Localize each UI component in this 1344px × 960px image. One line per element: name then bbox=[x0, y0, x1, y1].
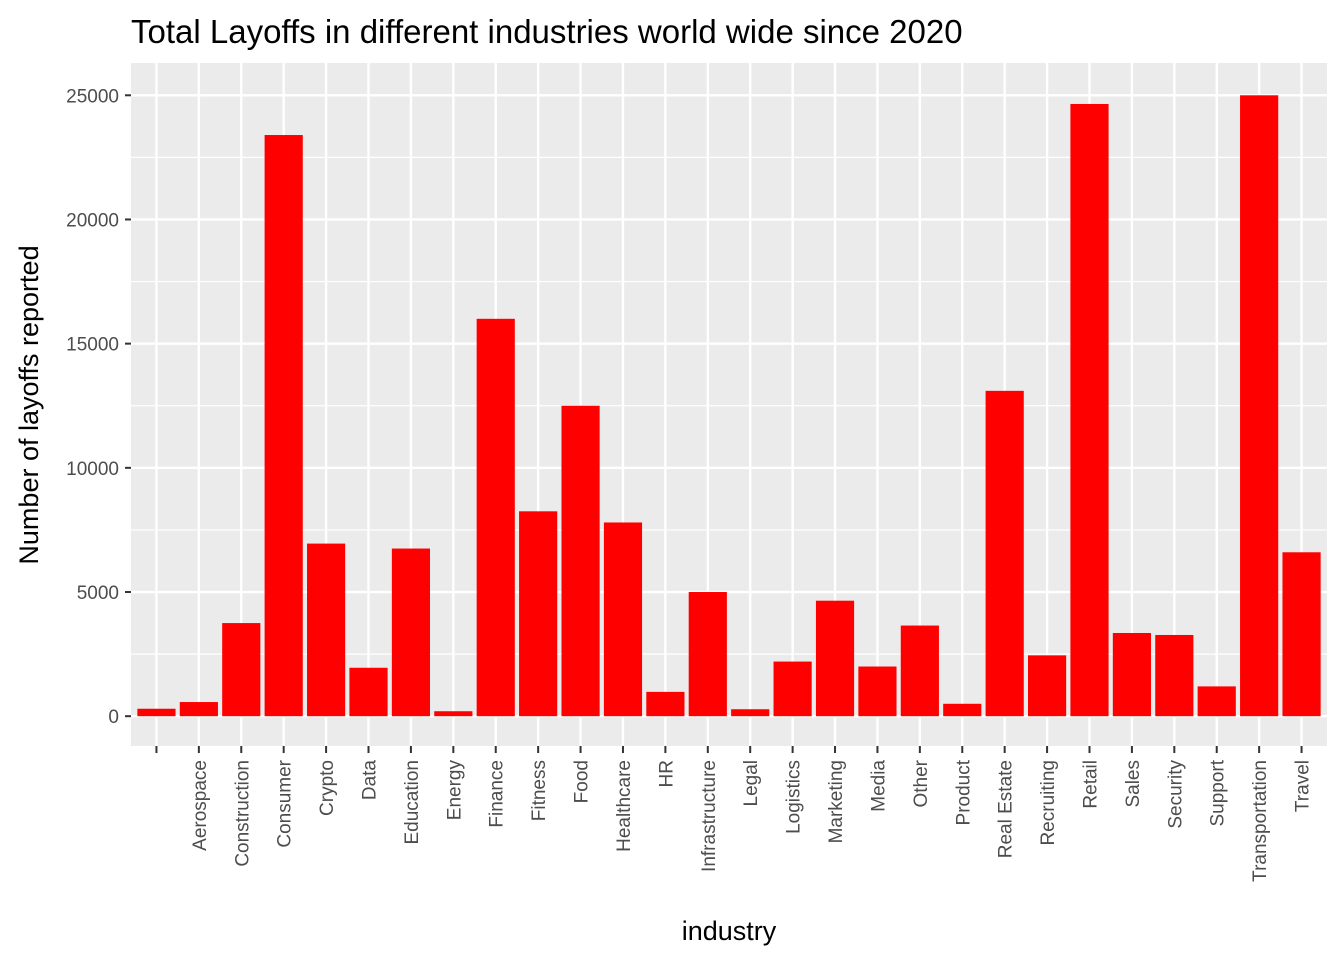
x-tick-label: Marketing bbox=[826, 760, 847, 843]
x-tick-label: Education bbox=[402, 760, 423, 845]
y-tick-label: 5000 bbox=[77, 583, 119, 604]
bar bbox=[943, 703, 982, 717]
x-tick-label: HR bbox=[656, 760, 677, 787]
x-tick-label: Aerospace bbox=[190, 760, 211, 851]
x-tick-label: Healthcare bbox=[614, 760, 635, 852]
y-tick-label: 15000 bbox=[66, 335, 119, 356]
bar bbox=[1240, 95, 1279, 717]
x-tick-label: Construction bbox=[232, 760, 253, 867]
bar bbox=[264, 135, 303, 717]
x-tick-label: Transportation bbox=[1250, 760, 1271, 882]
bar bbox=[307, 543, 346, 717]
bar bbox=[561, 405, 600, 717]
bar bbox=[476, 318, 515, 717]
y-tick-label: 20000 bbox=[66, 210, 119, 231]
x-tick-label: Consumer bbox=[275, 759, 296, 847]
x-tick-label: Security bbox=[1165, 760, 1186, 829]
bar bbox=[1197, 686, 1236, 717]
x-tick-label: Media bbox=[868, 760, 889, 812]
chart-title: Total Layoffs in different industries wo… bbox=[131, 13, 963, 50]
bar bbox=[815, 600, 855, 717]
x-axis: Aerospace Construction Consumer Crypto Data E… bbox=[155, 746, 1314, 882]
bar bbox=[349, 667, 388, 717]
y-axis-title: Number of layoffs reported bbox=[14, 245, 44, 564]
x-tick-label: Sales bbox=[1123, 760, 1144, 808]
x-tick-label: Finance bbox=[487, 760, 508, 828]
bar bbox=[773, 661, 812, 717]
bar bbox=[434, 711, 473, 717]
x-tick-label: Recruiting bbox=[1038, 760, 1059, 846]
x-tick-label: Crypto bbox=[317, 760, 338, 816]
x-tick-label: Infrastructure bbox=[699, 760, 720, 872]
y-tick-label: 25000 bbox=[66, 86, 119, 107]
bar bbox=[179, 702, 218, 717]
bar bbox=[900, 625, 939, 717]
x-tick-label: Support bbox=[1208, 759, 1229, 826]
x-tick-label: Energy bbox=[444, 760, 465, 821]
bar bbox=[1155, 634, 1194, 717]
bar bbox=[603, 522, 643, 717]
x-tick-label: Other bbox=[911, 759, 932, 807]
x-tick-label: Travel bbox=[1293, 760, 1314, 812]
bar bbox=[519, 511, 558, 717]
bars bbox=[137, 95, 1321, 717]
x-tick-label: Real Estate bbox=[996, 760, 1017, 858]
x-tick-label: Product bbox=[953, 759, 974, 825]
bar bbox=[985, 390, 1024, 717]
x-tick-label: Logistics bbox=[784, 760, 805, 834]
bar bbox=[1282, 552, 1321, 717]
x-axis-title: industry bbox=[682, 916, 777, 946]
x-tick-label: Food bbox=[572, 760, 593, 803]
bar bbox=[222, 623, 261, 717]
bar bbox=[688, 592, 727, 717]
y-tick-label: 0 bbox=[108, 707, 119, 728]
bar bbox=[391, 548, 430, 717]
bar bbox=[1112, 632, 1151, 717]
x-tick-label: Data bbox=[360, 760, 381, 801]
bar bbox=[1070, 103, 1109, 717]
x-tick-label: Retail bbox=[1080, 760, 1101, 809]
bar bbox=[858, 666, 897, 717]
y-axis: 0 5000 10000 15000 20000 25000 bbox=[66, 86, 131, 728]
x-tick-label: Fitness bbox=[529, 760, 550, 821]
bar bbox=[646, 691, 685, 717]
bar bbox=[137, 708, 176, 717]
y-tick-label: 10000 bbox=[66, 459, 119, 480]
x-tick-label: Legal bbox=[741, 760, 762, 807]
bar bbox=[731, 709, 770, 717]
bar bbox=[1028, 655, 1067, 717]
